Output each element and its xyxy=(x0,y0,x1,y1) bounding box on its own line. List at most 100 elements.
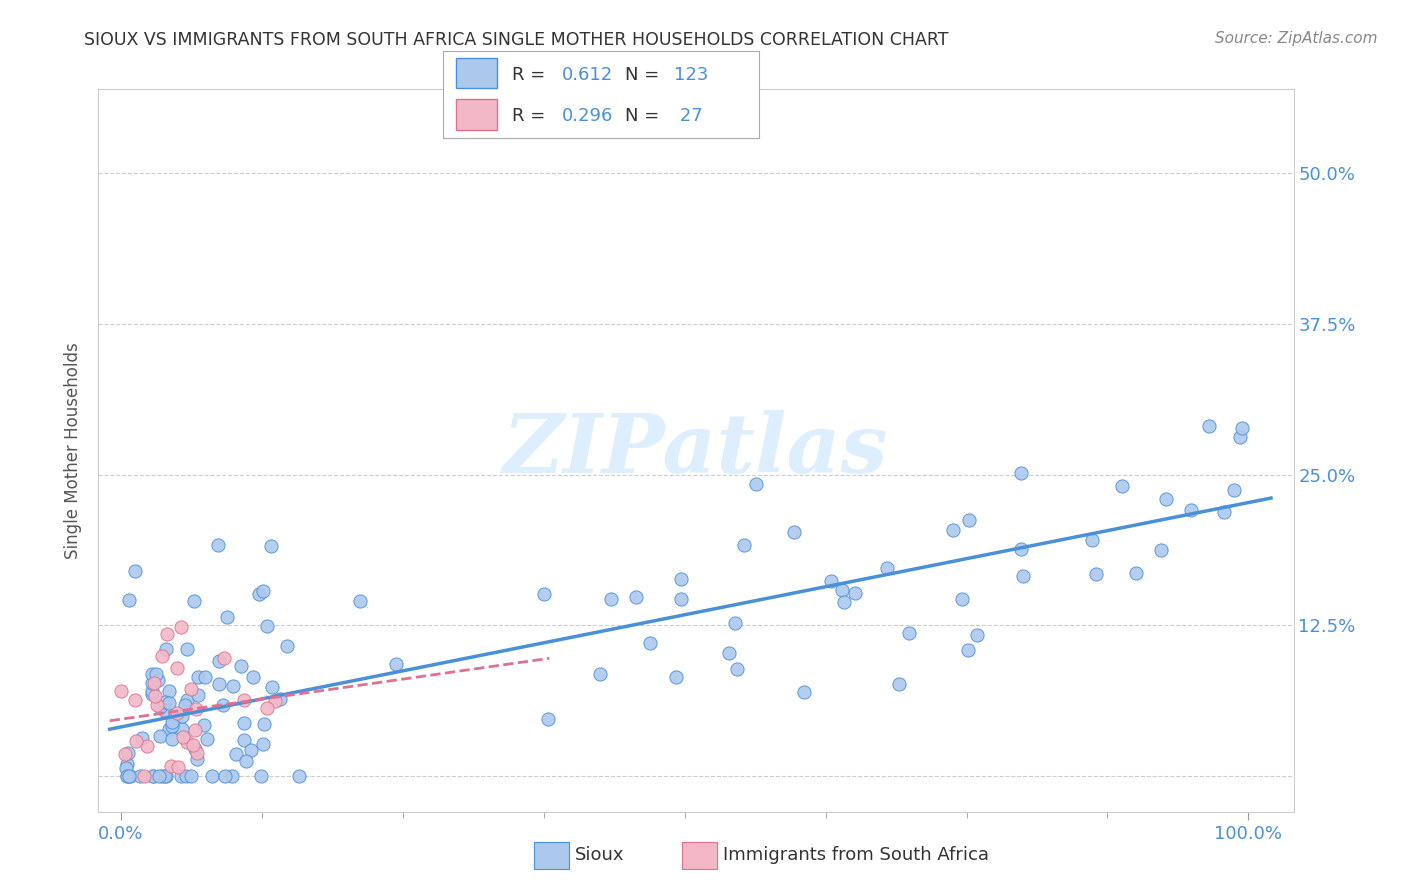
Point xyxy=(1010,466,1032,480)
Point xyxy=(889,677,911,691)
Text: R =: R = xyxy=(512,66,551,85)
Point xyxy=(184,723,207,738)
Point xyxy=(665,670,688,684)
Point xyxy=(124,564,146,578)
Point xyxy=(157,722,180,736)
Point xyxy=(239,742,262,756)
Point xyxy=(831,583,853,598)
Point xyxy=(142,675,165,690)
Point xyxy=(1198,419,1220,434)
Point xyxy=(956,642,979,657)
Point xyxy=(669,572,692,586)
Point xyxy=(385,657,408,672)
Point xyxy=(153,703,176,717)
Point xyxy=(172,709,194,723)
Point xyxy=(184,702,207,716)
Point xyxy=(148,769,170,783)
Point xyxy=(141,676,163,690)
Point xyxy=(124,693,146,707)
Point xyxy=(167,760,190,774)
Point xyxy=(1111,479,1133,493)
Text: Sioux: Sioux xyxy=(575,847,624,864)
Point xyxy=(832,594,855,608)
Point xyxy=(118,769,141,783)
Point xyxy=(187,688,209,702)
Point xyxy=(725,661,748,675)
Point xyxy=(160,731,183,746)
Point xyxy=(252,583,274,598)
Point xyxy=(263,694,285,708)
Text: N =: N = xyxy=(624,107,665,126)
Point xyxy=(160,719,183,733)
Point xyxy=(186,746,208,760)
Point xyxy=(172,730,194,744)
Point xyxy=(174,698,197,712)
Point xyxy=(876,561,898,575)
Point xyxy=(1010,541,1032,556)
Point xyxy=(145,698,167,712)
Point xyxy=(117,769,139,783)
Point xyxy=(1230,420,1253,434)
Point xyxy=(349,594,371,608)
Point xyxy=(793,684,815,698)
Point xyxy=(250,769,273,783)
Point xyxy=(820,574,842,589)
Point xyxy=(193,717,215,731)
Point xyxy=(201,769,224,783)
Point xyxy=(110,684,132,698)
Point xyxy=(146,673,169,687)
Point xyxy=(176,642,198,657)
Point xyxy=(150,648,173,663)
Point xyxy=(145,689,167,703)
Point xyxy=(260,539,283,553)
Point xyxy=(166,661,188,675)
Bar xyxy=(456,58,496,88)
Point xyxy=(221,769,243,783)
Point xyxy=(153,695,176,709)
Point xyxy=(844,585,866,599)
Text: ZIPatlas: ZIPatlas xyxy=(503,410,889,491)
Point xyxy=(1012,569,1035,583)
Point xyxy=(129,769,152,783)
Point xyxy=(249,586,271,600)
Point xyxy=(1150,542,1173,557)
Point xyxy=(957,513,980,527)
Point xyxy=(180,682,202,697)
Point xyxy=(141,684,163,698)
Point xyxy=(174,769,197,783)
Point xyxy=(276,639,298,653)
Point xyxy=(600,592,623,607)
Point xyxy=(942,523,965,537)
Text: SIOUX VS IMMIGRANTS FROM SOUTH AFRICA SINGLE MOTHER HOUSEHOLDS CORRELATION CHART: SIOUX VS IMMIGRANTS FROM SOUTH AFRICA SI… xyxy=(84,31,949,49)
Point xyxy=(160,759,183,773)
Point xyxy=(160,714,183,729)
Point xyxy=(221,680,243,694)
Point xyxy=(141,687,163,701)
Point xyxy=(131,731,153,746)
Point xyxy=(207,538,229,552)
Point xyxy=(176,735,198,749)
Point xyxy=(149,729,172,743)
Point xyxy=(149,699,172,714)
Point xyxy=(253,716,276,731)
Point xyxy=(142,769,165,783)
Point xyxy=(966,628,988,642)
Point xyxy=(537,712,560,726)
Point xyxy=(269,692,291,706)
Point xyxy=(1085,567,1108,582)
Point xyxy=(115,769,138,783)
Text: Immigrants from South Africa: Immigrants from South Africa xyxy=(723,847,988,864)
Y-axis label: Single Mother Households: Single Mother Households xyxy=(63,343,82,558)
Point xyxy=(194,670,217,684)
Point xyxy=(288,769,311,783)
Point xyxy=(897,626,920,640)
Point xyxy=(724,616,747,631)
Text: 123: 123 xyxy=(673,66,709,85)
Point xyxy=(156,626,179,640)
Point xyxy=(141,667,163,681)
Point xyxy=(235,754,257,768)
Text: N =: N = xyxy=(624,66,665,85)
Point xyxy=(1180,503,1202,517)
Point xyxy=(183,594,205,608)
Point xyxy=(225,747,247,761)
